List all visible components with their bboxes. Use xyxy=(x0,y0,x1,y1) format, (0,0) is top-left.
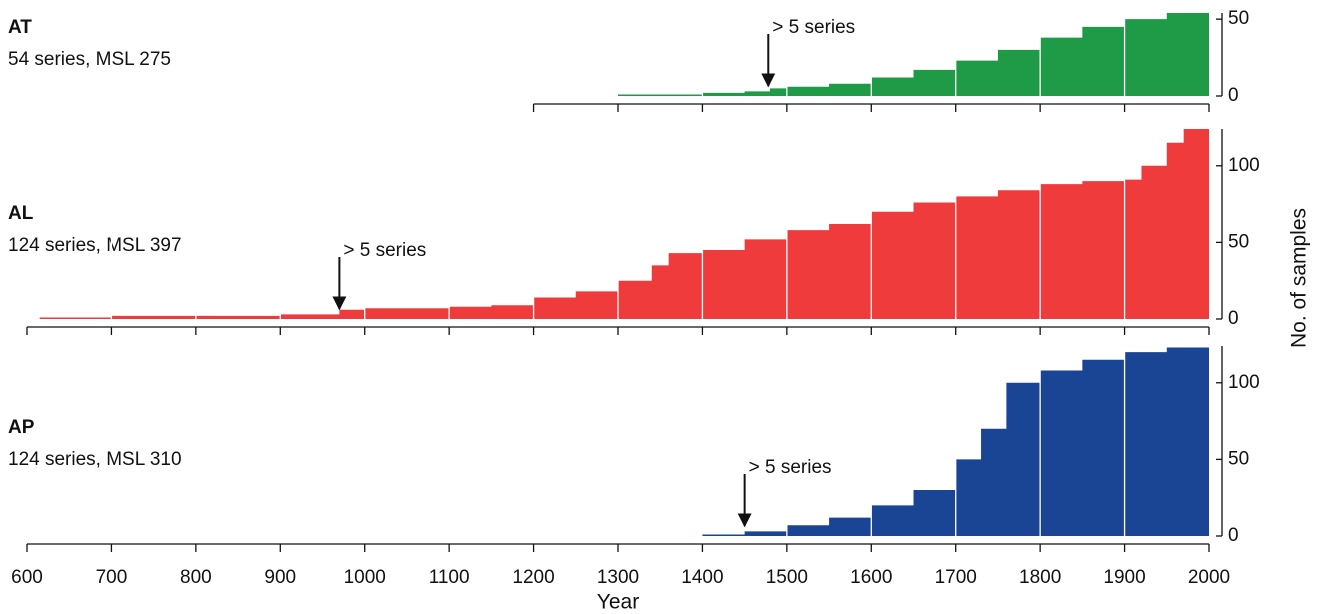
x-tick-label: 900 xyxy=(264,567,296,588)
x-tick-label: 1000 xyxy=(344,567,386,588)
x-tick-label: 1100 xyxy=(429,567,470,588)
sample-depth-area xyxy=(39,129,1209,319)
panel-title: AT xyxy=(8,17,32,38)
x-tick-label: 1800 xyxy=(1019,567,1061,588)
y-tick-label: 0 xyxy=(1228,525,1239,546)
x-tick-label: 1900 xyxy=(1103,567,1145,588)
panel-subtitle: 54 series, MSL 275 xyxy=(8,49,171,70)
y-tick-label: 0 xyxy=(1228,308,1239,329)
x-tick-label: 600 xyxy=(11,567,43,588)
panel-subtitle: 124 series, MSL 397 xyxy=(8,235,182,256)
panel-title: AL xyxy=(8,203,34,224)
y-tick-label: 50 xyxy=(1228,8,1249,29)
y-tick-label: 100 xyxy=(1228,372,1260,393)
panel-subtitle: 124 series, MSL 310 xyxy=(8,449,182,470)
y-tick-label: 50 xyxy=(1228,448,1249,469)
annotation: > 5 series xyxy=(343,240,426,261)
x-tick-label: 800 xyxy=(180,567,212,588)
sample-depth-area xyxy=(618,13,1209,96)
y-tick-label: 0 xyxy=(1228,85,1239,106)
x-axis-label: Year xyxy=(597,591,639,614)
x-tick-label: 1700 xyxy=(935,567,977,588)
panel-title: AP xyxy=(8,417,35,438)
x-tick-label: 1200 xyxy=(512,567,554,588)
x-tick-label: 700 xyxy=(96,567,128,588)
y-axis-label: No. of samples xyxy=(1288,208,1311,348)
x-tick-label: 1300 xyxy=(597,567,639,588)
annotation: > 5 series xyxy=(772,17,855,38)
x-tick-label: 1500 xyxy=(766,567,808,588)
x-tick-label: 1600 xyxy=(850,567,892,588)
x-tick-label: 1400 xyxy=(681,567,723,588)
y-tick-label: 100 xyxy=(1228,155,1260,176)
sample-depth-area xyxy=(702,346,1209,536)
annotation: > 5 series xyxy=(749,457,832,478)
y-tick-label: 50 xyxy=(1228,231,1249,252)
x-tick-label: 2000 xyxy=(1188,567,1230,588)
